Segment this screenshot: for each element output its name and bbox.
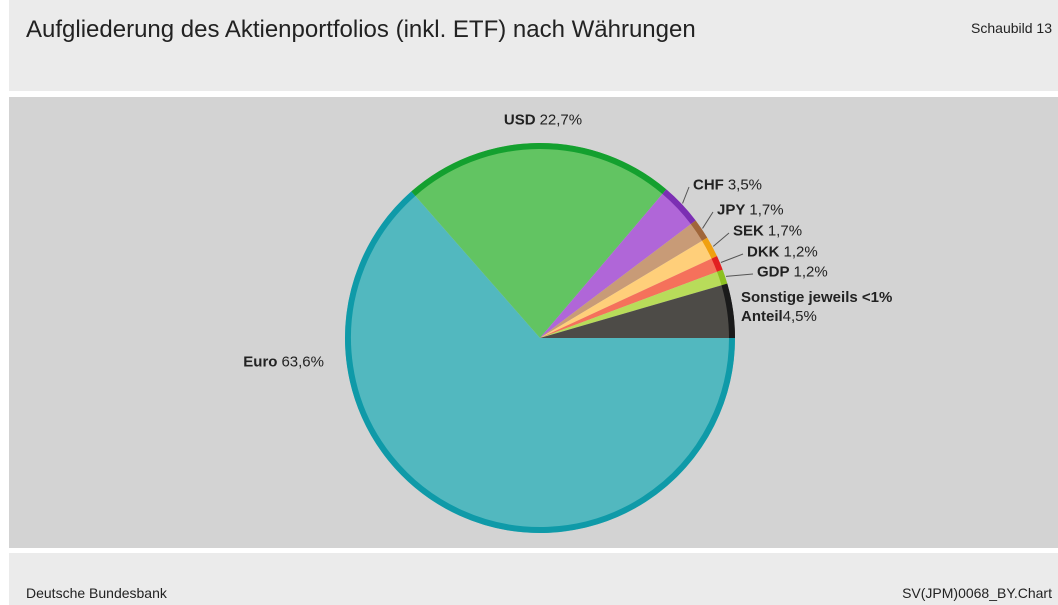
category-name: DKK bbox=[747, 243, 780, 261]
category-name: USD bbox=[503, 111, 536, 129]
chart-id: SV(JPM)0068_BY.Chart bbox=[902, 585, 1052, 601]
slice-border bbox=[711, 256, 723, 272]
source: Deutsche Bundesbank bbox=[26, 585, 167, 601]
data-label: DKK 1,2% bbox=[747, 244, 818, 261]
leader-line bbox=[720, 253, 744, 263]
value-label: 3,5% bbox=[727, 176, 763, 194]
slice-border bbox=[717, 269, 728, 286]
value-label: 1,7% bbox=[749, 201, 784, 219]
slice-border bbox=[662, 189, 696, 225]
leader-line bbox=[682, 186, 690, 204]
pie-slice bbox=[540, 269, 728, 338]
slice-border bbox=[721, 283, 735, 339]
slice-border bbox=[702, 237, 717, 259]
leader-line bbox=[702, 211, 714, 229]
data-label: Sonstige jeweils <1% Anteil4,5% bbox=[741, 288, 941, 326]
pie-slice bbox=[540, 256, 723, 338]
category-name: SEK bbox=[733, 222, 764, 240]
category-name: JPY bbox=[717, 201, 746, 219]
value-label: 1,7% bbox=[767, 222, 803, 240]
data-label: GDP 1,2% bbox=[757, 264, 828, 281]
footer-band bbox=[9, 553, 1058, 605]
data-label: JPY 1,7% bbox=[717, 202, 784, 219]
slice-border bbox=[345, 191, 735, 533]
data-label: CHF 3,5% bbox=[693, 177, 762, 194]
leader-line bbox=[712, 232, 730, 247]
slice-border bbox=[411, 143, 667, 196]
category-name: GDP bbox=[757, 263, 790, 281]
value-label: 63,6% bbox=[281, 353, 324, 371]
value-label: 1,2% bbox=[783, 243, 818, 261]
pie-slice bbox=[345, 191, 735, 533]
chart-title: Aufgliederung des Aktienportfolios (inkl… bbox=[26, 16, 696, 43]
pie-slice bbox=[540, 189, 696, 338]
pie-slice bbox=[540, 237, 717, 338]
data-label: USD 22,7% bbox=[504, 112, 582, 129]
data-label: SEK 1,7% bbox=[733, 223, 802, 240]
figure-label: Schaubild 13 bbox=[971, 20, 1052, 36]
category-name: Euro bbox=[243, 353, 278, 371]
header-band bbox=[9, 0, 1058, 91]
value-label: 4,5% bbox=[782, 308, 817, 325]
leader-line bbox=[725, 273, 754, 277]
pie-slice bbox=[540, 220, 708, 338]
value-label: 22,7% bbox=[539, 111, 583, 129]
value-label: 1,2% bbox=[793, 263, 828, 281]
category-name: CHF bbox=[693, 176, 724, 194]
pie-slice bbox=[411, 142, 667, 338]
pie-slice bbox=[540, 283, 735, 338]
data-label: Euro 63,6% bbox=[243, 354, 324, 371]
slice-border bbox=[690, 220, 708, 241]
category-name: Sonstige jeweils <1% Anteil bbox=[741, 289, 893, 325]
